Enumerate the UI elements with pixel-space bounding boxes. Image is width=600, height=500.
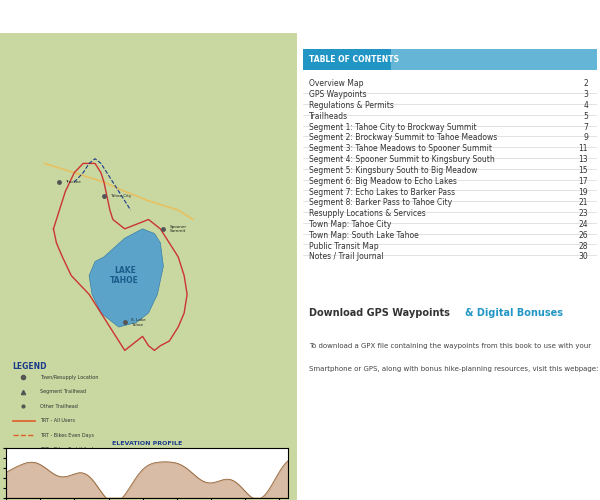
Text: Side Trail: Side Trail: [40, 476, 62, 480]
Text: Trailheads: Trailheads: [309, 112, 348, 121]
Text: 30: 30: [578, 252, 588, 262]
Text: LAKE
TAHOE: LAKE TAHOE: [110, 266, 139, 285]
Text: Regulations & Permits: Regulations & Permits: [309, 101, 394, 110]
Text: 15: 15: [578, 166, 588, 175]
Polygon shape: [0, 32, 297, 500]
Text: TABLE OF CONTENTS: TABLE OF CONTENTS: [309, 55, 399, 64]
Text: 13: 13: [578, 155, 588, 164]
Text: S. Lake
Tahoe: S. Lake Tahoe: [131, 318, 145, 326]
Text: Segment 7: Echo Lakes to Barker Pass: Segment 7: Echo Lakes to Barker Pass: [309, 188, 455, 196]
Text: Segment 1: Tahoe City to Brockway Summit: Segment 1: Tahoe City to Brockway Summit: [309, 122, 476, 132]
Text: Segment 4: Spooner Summit to Kingsbury South: Segment 4: Spooner Summit to Kingsbury S…: [309, 155, 494, 164]
Text: Smartphone or GPS, along with bonus hike-planning resources, visit this webpage:: Smartphone or GPS, along with bonus hike…: [309, 366, 598, 372]
Text: To download a GPX file containing the waypoints from this book to use with your: To download a GPX file containing the wa…: [309, 342, 591, 348]
Text: 2: 2: [583, 80, 588, 88]
Text: TRT - Bikes Prohibited: TRT - Bikes Prohibited: [40, 447, 94, 452]
Text: Town Map: Tahoe City: Town Map: Tahoe City: [309, 220, 391, 229]
Text: Segment 5: Kingsbury South to Big Meadow: Segment 5: Kingsbury South to Big Meadow: [309, 166, 477, 175]
Text: Town Map: South Lake Tahoe: Town Map: South Lake Tahoe: [309, 231, 419, 240]
Polygon shape: [89, 229, 163, 327]
Text: TRT - Hikers Only: TRT - Hikers Only: [40, 462, 82, 466]
Text: Truckee: Truckee: [65, 180, 81, 184]
Text: TRT - All Users: TRT - All Users: [40, 418, 76, 423]
Text: 5: 5: [583, 112, 588, 121]
Text: 24: 24: [578, 220, 588, 229]
Text: Tahoe City: Tahoe City: [110, 194, 131, 198]
Text: Resupply Locations & Services: Resupply Locations & Services: [309, 209, 425, 218]
Title: ELEVATION PROFILE: ELEVATION PROFILE: [112, 440, 182, 446]
Text: 28: 28: [578, 242, 588, 250]
Text: 23: 23: [578, 209, 588, 218]
Text: & Digital Bonuses: & Digital Bonuses: [465, 308, 563, 318]
Text: 19: 19: [578, 188, 588, 196]
FancyBboxPatch shape: [391, 49, 597, 70]
Text: TRT - Bikes Even Days: TRT - Bikes Even Days: [40, 432, 94, 438]
Text: Town/Resupply Location: Town/Resupply Location: [40, 375, 98, 380]
Text: Overview Map: Overview Map: [309, 80, 364, 88]
Text: Segment 6: Big Meadow to Echo Lakes: Segment 6: Big Meadow to Echo Lakes: [309, 176, 457, 186]
Text: 21: 21: [578, 198, 588, 207]
Text: 4: 4: [583, 101, 588, 110]
Text: Segment 8: Barker Pass to Tahoe City: Segment 8: Barker Pass to Tahoe City: [309, 198, 452, 207]
Text: Download GPS Waypoints: Download GPS Waypoints: [309, 308, 450, 318]
Text: LEGEND: LEGEND: [13, 362, 47, 371]
Text: 9: 9: [583, 134, 588, 142]
Text: 7: 7: [583, 122, 588, 132]
Text: Spooner
Summit: Spooner Summit: [169, 224, 187, 233]
Text: Public Transit Map: Public Transit Map: [309, 242, 379, 250]
Text: Other Trailhead: Other Trailhead: [40, 404, 78, 408]
Text: 2    THE TAHOE RIM TRAIL: 2 THE TAHOE RIM TRAIL: [6, 14, 137, 22]
Text: 3: 3: [583, 90, 588, 99]
Text: 17: 17: [578, 176, 588, 186]
Text: Notes / Trail Journal: Notes / Trail Journal: [309, 252, 383, 262]
Text: Segment Trailhead: Segment Trailhead: [40, 390, 86, 394]
Text: 11: 11: [578, 144, 588, 154]
Text: Segment 3: Tahoe Meadows to Spooner Summit: Segment 3: Tahoe Meadows to Spooner Summ…: [309, 144, 492, 154]
Text: CONTENTS    3: CONTENTS 3: [521, 14, 594, 22]
Text: Segment 2: Brockway Summit to Tahoe Meadows: Segment 2: Brockway Summit to Tahoe Mead…: [309, 134, 497, 142]
FancyBboxPatch shape: [303, 49, 597, 70]
Text: GPS Waypoints: GPS Waypoints: [309, 90, 367, 99]
Text: 26: 26: [578, 231, 588, 240]
